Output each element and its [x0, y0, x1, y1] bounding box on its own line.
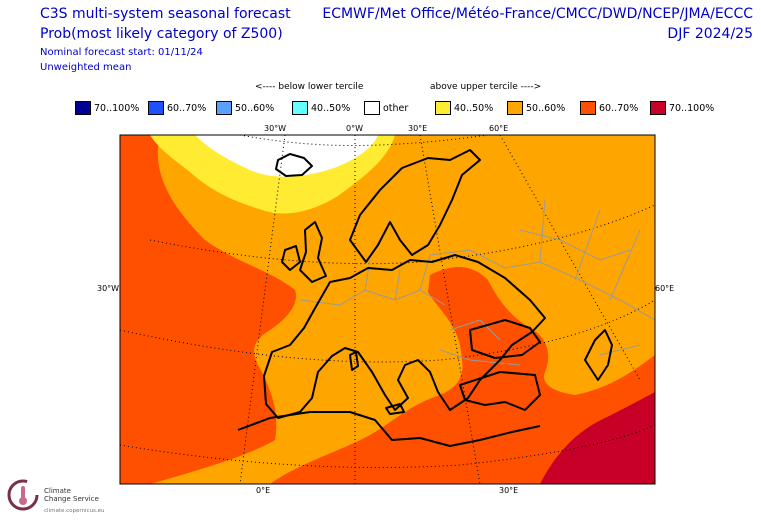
legend-swatch	[292, 101, 308, 115]
legend-swatch	[148, 101, 164, 115]
region-above-70-100	[540, 392, 655, 484]
legend-swatch	[507, 101, 523, 115]
legend-label: 60..70%	[599, 103, 639, 114]
tick-bottom-0e: 0°E	[256, 486, 271, 495]
tick-top-30w: 30°W	[264, 124, 287, 133]
legend-swatch	[435, 101, 451, 115]
legend-above-label: above upper tercile ---->	[430, 82, 542, 92]
map-frame	[119, 134, 656, 485]
legend-label: 70..100%	[669, 103, 715, 114]
forecast-start: Nominal forecast start: 01/11/24	[40, 47, 203, 58]
tick-top-60e: 60°E	[489, 124, 509, 133]
legend-swatch	[216, 101, 232, 115]
legend-swatch	[364, 101, 380, 115]
logo-text-climate: Climate	[44, 487, 71, 495]
legend-below-label: <---- below lower tercile	[255, 82, 364, 92]
tick-left-30w: 30°W	[97, 284, 120, 293]
centres-list: ECMWF/Met Office/Météo-France/CMCC/DWD/N…	[322, 6, 753, 22]
title-line-1: C3S multi-system seasonal forecast	[40, 6, 291, 22]
legend-label: 40..50%	[454, 103, 494, 114]
tick-top-0w: 0°W	[346, 124, 363, 133]
legend-label: 40..50%	[311, 103, 351, 114]
legend-label: 50..60%	[526, 103, 566, 114]
weighting: Unweighted mean	[40, 62, 132, 73]
title-line-2: Prob(most likely category of Z500)	[40, 26, 283, 42]
logo-url: climate.copernicus.eu	[44, 508, 105, 514]
region-above-60-70-west	[120, 135, 296, 484]
legend-label: 60..70%	[167, 103, 207, 114]
region-above-60-70-east	[270, 266, 655, 484]
legend-swatch	[650, 101, 666, 115]
legend-label: other	[383, 103, 409, 114]
graticule	[120, 135, 655, 484]
legend-label: 50..60%	[235, 103, 275, 114]
tick-top-30e: 30°E	[408, 124, 428, 133]
legend-label: 70..100%	[94, 103, 140, 114]
tick-right-60e: 60°E	[655, 284, 675, 293]
country-borders	[299, 199, 655, 366]
coastlines	[237, 149, 613, 447]
logo-text-service: Change Service	[44, 495, 99, 503]
season-label: DJF 2024/25	[667, 26, 753, 42]
legend-swatch	[580, 101, 596, 115]
tick-bottom-30e: 30°E	[499, 486, 519, 495]
legend-swatch	[75, 101, 91, 115]
copernicus-thermometer-icon	[7, 479, 39, 511]
